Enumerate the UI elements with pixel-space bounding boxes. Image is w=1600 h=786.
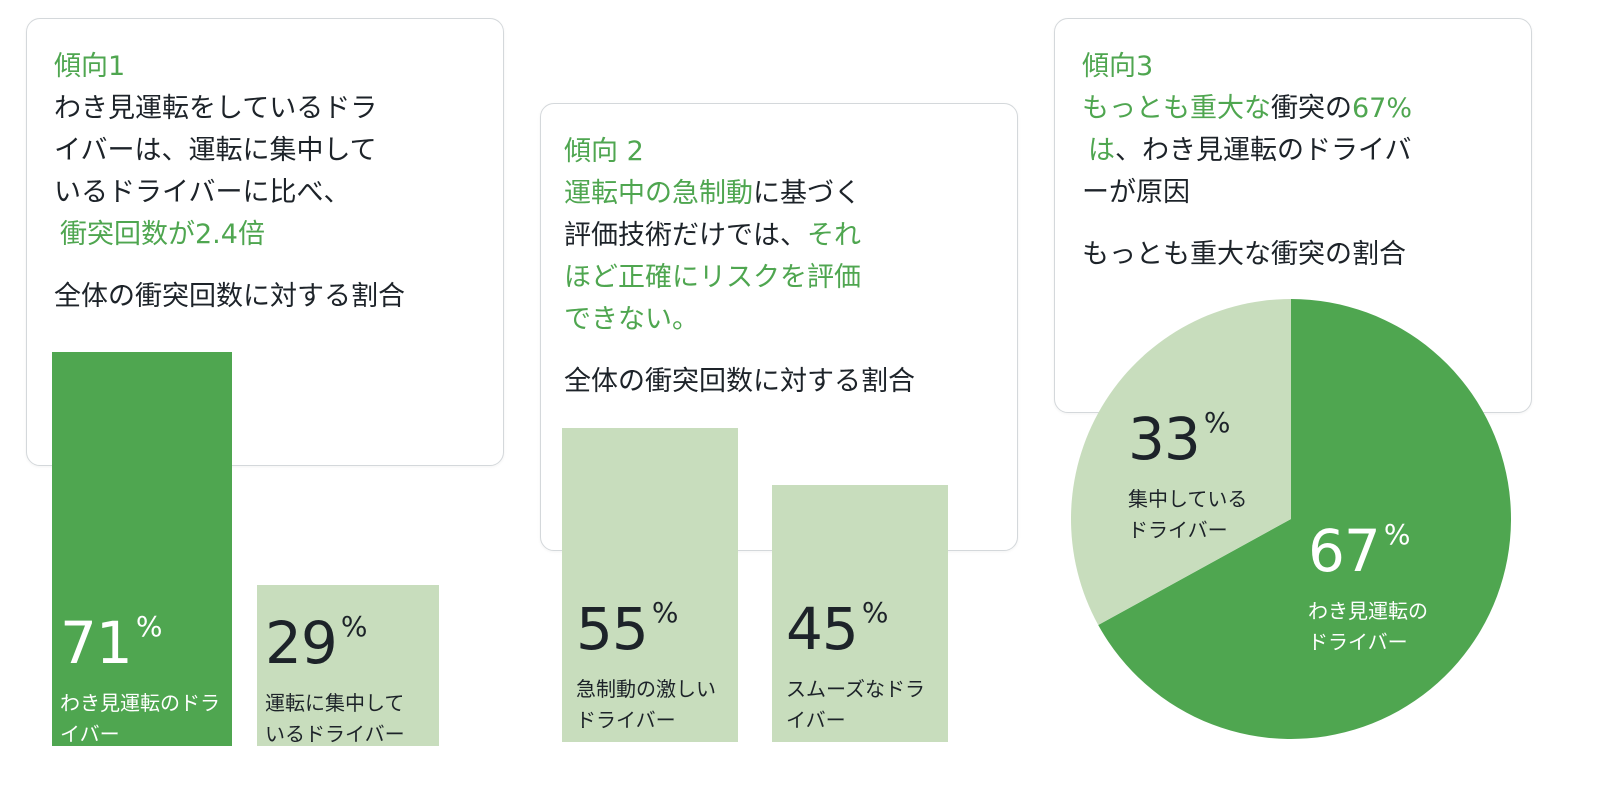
percentage-sign: % [651,596,679,629]
bar-label-0: 55% 急制動の激しい ドライバー [576,596,716,736]
percentage-sign: % [861,596,889,629]
percentage-number: 45 [786,595,859,663]
category-caption-line1: わき見運転の [1308,599,1428,623]
trend2-line4: できない。 [564,304,699,335]
category-caption-line2: イバー [786,708,846,732]
category-caption-line2: いるドライバー [265,722,405,746]
trend1-tag: 傾向1 [54,51,126,82]
bar-hard-braking [562,428,738,742]
trend3-line2-green: は [1088,135,1115,166]
percentage-number: 55 [576,595,649,663]
percentage-value: 67% [1308,518,1428,580]
bar-label-1: 33% 集中している ドライバー [1128,406,1248,546]
percentage-sign: % [1203,406,1231,439]
percentage-value: 45% [786,596,925,658]
percentage-value: 55% [576,596,716,658]
trend3-line2-dark: 、わき見運転のドライバ [1115,135,1412,166]
trend3-line3: ーが原因 [1082,177,1190,208]
trend3-line1-green-a: もっとも重大な [1082,93,1271,124]
percentage-value: 71% [60,610,220,672]
trend2-line3: ほど正確にリスクを評価 [564,262,861,293]
trend3-heading: 傾向3 もっとも重大な衝突の67% は、わき見運転のドライバ ーが原因 [1082,46,1412,214]
percentage-number: 33 [1128,405,1201,473]
trend3-tag: 傾向3 [1082,51,1154,82]
category-caption-line1: わき見運転のドラ [60,691,220,715]
trend1-line3: いるドライバーに比べ、 [54,177,351,208]
trend2-line1-green: 運転中の急制動 [564,178,753,209]
percentage-number: 71 [60,609,133,677]
percentage-sign: % [135,610,163,643]
trend3-line1-green-b: 67% [1352,93,1413,124]
trend2-tag: 傾向 2 [564,136,644,167]
percentage-value: 33% [1128,406,1247,468]
trend1-line4: 衝突回数が2.4倍 [60,219,265,250]
bar-smooth [772,485,948,742]
category-caption-line2: ドライバー [1308,630,1408,654]
percentage-value: 29% [265,610,405,672]
percentage-sign: % [1383,518,1411,551]
trend2-heading: 傾向 2 運転中の急制動に基づく 評価技術だけでは、それ ほど正確にリスクを評価… [564,131,861,341]
trend1-subtitle: 全体の衝突回数に対する割合 [54,281,405,312]
category-caption-line2: イバー [60,722,120,746]
category-caption-line1: 運転に集中して [265,691,405,715]
trend1-heading: 傾向1 わき見運転をしているドラ イバーは、運転に集中して いるドライバーに比べ… [54,46,377,256]
trend1-line2: イバーは、運転に集中して [54,135,377,166]
trend2-line2-dark: 評価技術だけでは、 [564,220,807,251]
bar-distracted [52,352,232,746]
percentage-number: 67 [1308,517,1381,585]
category-caption-line1: 集中している [1128,487,1248,511]
trend1-line1: わき見運転をしているドラ [54,93,378,124]
percentage-sign: % [340,610,368,643]
category-caption-line2: ドライバー [1128,518,1228,542]
trend2-line2-green: それ [807,220,861,251]
bar-label-1: 45% スムーズなドラ イバー [786,596,925,736]
bar-label-0: 71% わき見運転のドラ イバー [60,610,220,750]
category-caption-line2: ドライバー [576,708,676,732]
bar-label-0: 67% わき見運転の ドライバー [1308,518,1428,658]
percentage-number: 29 [265,609,338,677]
trend2-subtitle: 全体の衝突回数に対する割合 [564,366,915,397]
bar-label-1: 29% 運転に集中して いるドライバー [265,610,405,750]
category-caption-line1: スムーズなドラ [786,677,925,701]
bar-focused [257,585,439,746]
category-caption-line1: 急制動の激しい [576,677,716,701]
trend2-line1-dark: に基づく [753,178,861,209]
trend2-card [540,103,1018,551]
trend3-subtitle: もっとも重大な衝突の割合 [1082,239,1406,270]
trend3-line1-dark: 衝突の [1271,93,1352,124]
